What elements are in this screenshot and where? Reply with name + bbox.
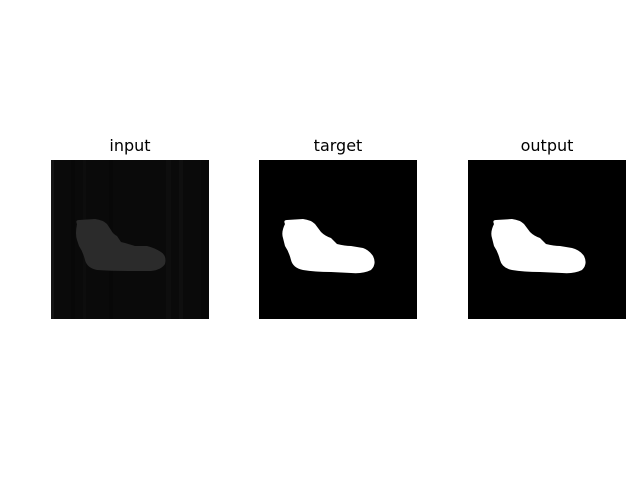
- output-image-canvas: [468, 160, 626, 319]
- target-mask-blob: [282, 219, 375, 274]
- target-image-canvas: [259, 160, 417, 319]
- output-mask-blob: [491, 219, 586, 274]
- panel-title-target: target: [313, 136, 363, 155]
- input-blob: [76, 219, 166, 271]
- output-image: [468, 160, 626, 319]
- input-image: [51, 160, 209, 319]
- target-image: [259, 160, 417, 319]
- input-image-canvas: [51, 160, 209, 319]
- panel-title-output: output: [520, 136, 574, 155]
- panel-title-input: input: [109, 136, 151, 155]
